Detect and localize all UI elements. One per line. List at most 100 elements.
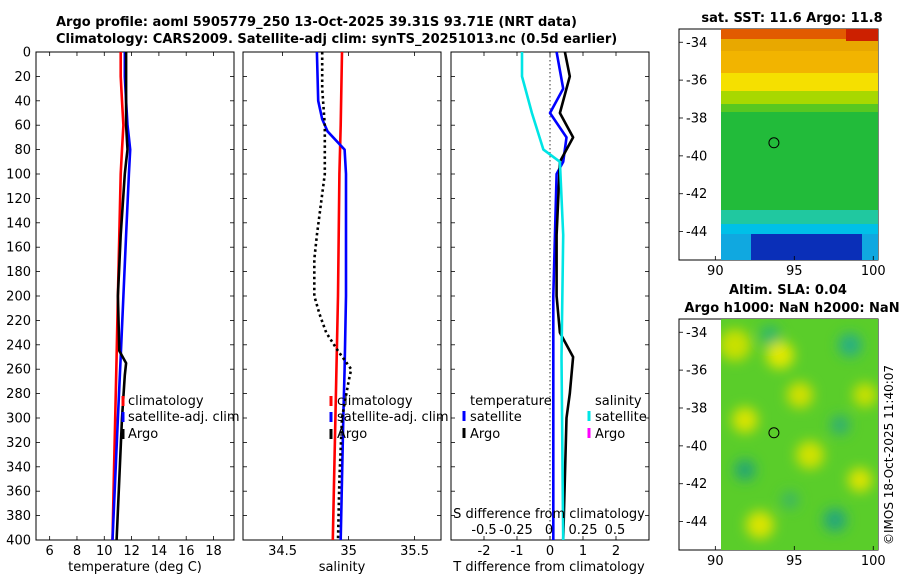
sla-anomaly-patch [823,508,847,532]
legend-title-salinity: salinity [595,394,642,409]
map-y-tick-label: -44 [686,515,707,530]
sla-anomaly-patch [734,459,756,481]
salinity-xlabel: salinity [319,560,366,575]
map-x-tick-label: 90 [707,554,724,569]
map-y-tick-label: -44 [686,225,707,240]
map-x-tick-label: 90 [707,264,724,279]
sst-cool-patch [862,234,878,260]
map-x-tick-label: 95 [786,554,803,569]
sst-map-panel: sat. SST: 11.6 Argo: 11.8 90 95 100 -34 -36 -… [678,11,886,279]
y-tick-label: 120 [6,192,31,207]
sst-warm-band [721,29,878,39]
sla-map-title-line1: Altim. SLA: 0.04 [729,283,847,298]
y-tick-label: 100 [6,168,31,183]
y-tick-label: 180 [6,265,31,280]
argo-location-marker [768,427,780,439]
sla-anomaly-patch [796,441,824,469]
sla-anomaly-patch [787,382,813,408]
x-tick-label: 14 [151,544,168,559]
legend-label-t-satellite: satellite [470,410,522,425]
series-line-t-satellite [548,51,568,540]
x-tick-label: 10 [96,544,113,559]
y-tick-label: 240 [6,338,31,353]
map-y-tick-label: -38 [686,401,707,416]
y-tick-label: 140 [6,216,31,231]
figure-title-line2: Climatology: CARS2009. Satellite-adj cli… [56,32,618,47]
map-y-tick-label: -38 [686,111,707,126]
map-y-tick-label: -34 [686,36,707,51]
sla-anomaly-patch [721,329,751,361]
x-tick-label: 12 [123,544,140,559]
figure-title-line1: Argo profile: aoml 5905779_250 13-Oct-20… [56,15,577,30]
y-tick-label: 260 [6,363,31,378]
x-tick-label: -1 [511,544,524,559]
sst-mid-band [721,91,878,104]
map-y-tick-label: -36 [686,74,707,89]
temperature-panel: 0 20 40 60 80 100 120 140 160 180 200 220 240 260 280 3… [6,46,239,576]
legend-label-climatology: climatology [128,394,204,409]
difference-xlabel: T difference from climatology [452,560,645,575]
sst-warm-band [721,51,878,73]
argo-location-marker [768,137,780,149]
x-tick-label: 6 [46,544,54,559]
sla-anomaly-patch [766,341,794,369]
map-y-tick-label: -40 [686,149,707,164]
sla-anomaly-patch [760,325,780,345]
sst-cool-band [721,210,878,224]
legend-label-satellite: satellite-adj. clim [128,410,240,425]
sla-anomaly-patch [838,333,862,357]
sst-map-title: sat. SST: 11.6 Argo: 11.8 [701,11,882,26]
x-tick-label: 1 [579,544,587,559]
legend-label-climatology: climatology [337,394,413,409]
sst-mid-band [721,112,878,210]
legend-label-argo: Argo [337,427,367,442]
legend-label-s-argo: Argo [595,427,625,442]
salinity-legend: climatology satellite-adj. clim Argo [329,394,449,442]
map-y-tick-label: -42 [686,477,707,492]
x-tick-label: 0 [546,544,554,559]
map-y-tick-label: -40 [686,439,707,454]
x-tick-label: 2 [612,544,620,559]
y-tick-label: 380 [6,509,31,524]
salinity-panel: 34.5 35 35.5 salinity climatology satellit… [242,51,449,575]
map-y-tick-label: -36 [686,364,707,379]
map-x-tick-label: 100 [861,554,886,569]
y-tick-label: 80 [14,143,31,158]
sla-field-base [721,319,878,550]
series-line-climatology [331,51,344,541]
map-x-tick-label: 95 [786,264,803,279]
x-tick-label: 34.5 [268,544,297,559]
series-line-t-argo [555,51,575,541]
s-tick-label: -0.5 [471,523,496,538]
y-tick-label: 360 [6,485,31,500]
y-tick-label: 20 [14,70,31,85]
sla-anomaly-patch [848,468,872,492]
credit-text: ©IMOS 18-Oct-2025 11:40:07 [882,364,896,545]
series-line-s-satellite [520,52,565,541]
y-tick-label: 400 [6,534,31,549]
legend-label-argo: Argo [128,427,158,442]
series-line-satellite-adj-clim [315,51,348,541]
y-tick-label: 200 [6,290,31,305]
y-tick-label: 300 [6,412,31,427]
map-y-tick-label: -42 [686,187,707,202]
sst-cool-band [721,224,878,234]
sla-anomaly-patch [732,407,758,433]
sla-anomaly-patch [746,511,774,539]
y-tick-label: 320 [6,436,31,451]
legend-label-t-argo: Argo [470,427,500,442]
temperature-xlabel: temperature (deg C) [68,560,202,575]
series-line-argo [312,52,353,541]
y-tick-label: 160 [6,241,31,256]
sla-map-title-line2: Argo h1000: NaN h2000: NaN [684,301,899,316]
legend-label-s-satellite: satellite [595,410,647,425]
legend-label-satellite: satellite-adj. clim [337,410,449,425]
s-tick-label: 0.25 [569,523,598,538]
sst-cool-patch [721,234,751,260]
x-tick-label: -2 [478,544,491,559]
sla-anomaly-patch [853,383,877,407]
sst-mid-band [721,104,878,112]
s-tick-label: 0 [545,523,553,538]
y-tick-label: 220 [6,314,31,329]
